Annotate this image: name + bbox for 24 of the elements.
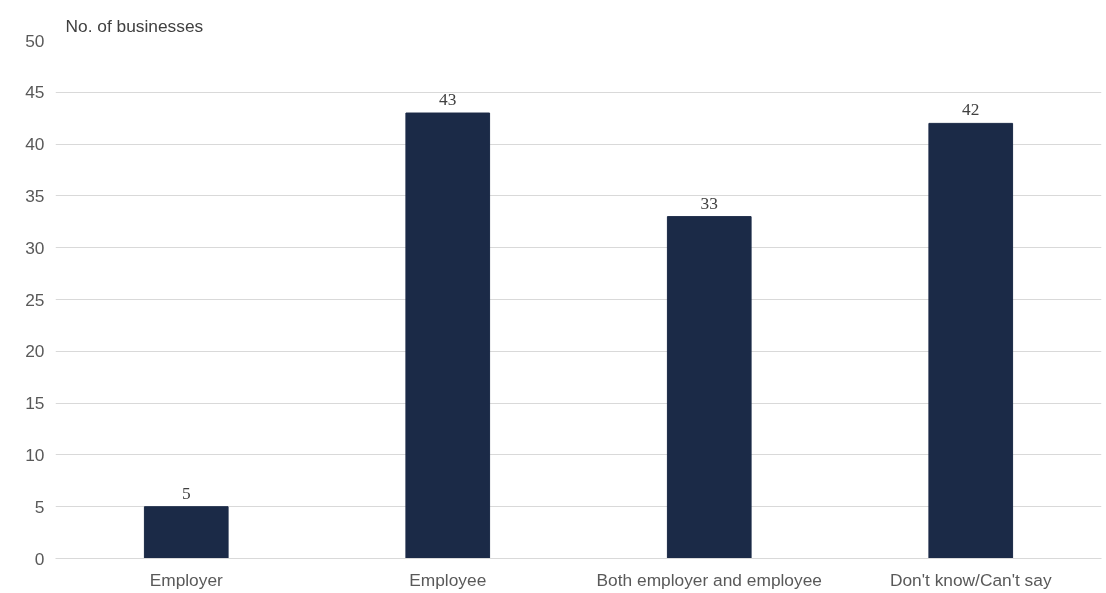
y-tick-label: 10 <box>25 444 45 465</box>
data-label: 43 <box>439 90 457 110</box>
y-tick-label: 15 <box>25 393 45 414</box>
x-tick-label: Employee <box>409 569 487 590</box>
y-tick-label: 5 <box>34 496 45 517</box>
y-axis-title: No. of businesses <box>65 15 204 36</box>
y-tick-label: 0 <box>34 548 45 569</box>
bar <box>143 506 229 559</box>
y-tick-label: 50 <box>25 30 45 51</box>
y-tick-label: 20 <box>25 341 45 362</box>
data-label: 5 <box>181 483 191 503</box>
y-tick-label: 25 <box>25 289 45 310</box>
y-tick-label: 35 <box>25 185 45 206</box>
data-label: 33 <box>700 193 718 213</box>
x-tick-label: Both employer and employee <box>596 569 822 590</box>
y-tick-label: 45 <box>25 82 45 103</box>
data-label: 42 <box>962 100 980 120</box>
y-tick-label: 40 <box>25 134 45 155</box>
bar <box>405 112 491 559</box>
x-tick-label: Don't know/Can't say <box>889 569 1052 590</box>
y-tick-label: 30 <box>25 237 45 258</box>
bar <box>666 216 752 559</box>
bar <box>928 122 1014 559</box>
x-tick-label: Employer <box>149 569 224 590</box>
